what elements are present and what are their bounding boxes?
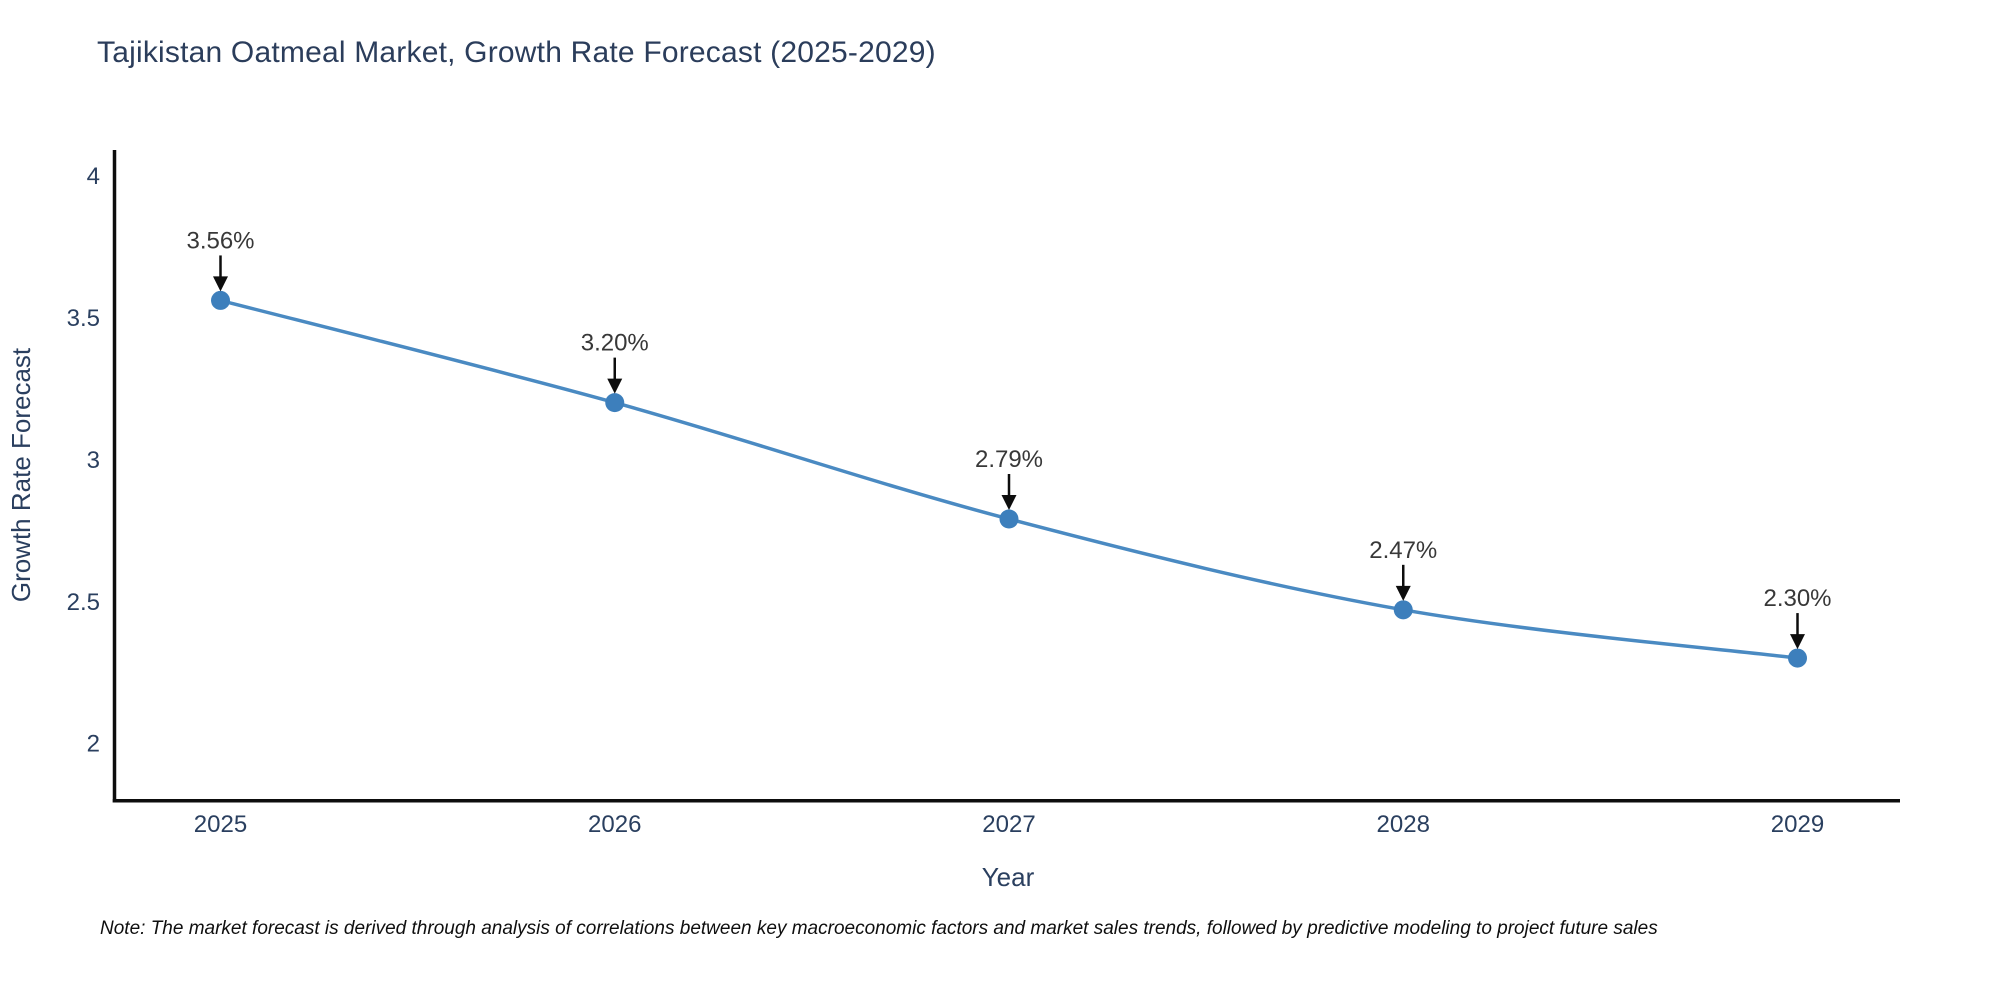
y-axis-title: Growth Rate Forecast [6, 347, 36, 602]
x-tick-label: 2025 [194, 811, 247, 838]
data-point-marker [605, 393, 625, 413]
data-point-marker [999, 509, 1019, 529]
chart-footnote: Note: The market forecast is derived thr… [100, 918, 1658, 939]
plot-layer: 4 3.5 3 2.5 2 2025 2026 2027 2028 2029 3.56% 3.20% 2… [67, 163, 1832, 838]
x-tick-label: 2029 [1771, 811, 1824, 838]
annotation-label: 3.56% [186, 227, 254, 254]
annotation-arrow-head [607, 378, 623, 394]
y-tick-label: 3.5 [67, 305, 100, 332]
x-tick-label: 2026 [588, 811, 641, 838]
x-tick-label: 2027 [982, 811, 1035, 838]
annotation-label: 2.79% [975, 446, 1043, 473]
x-tick-label: 2028 [1377, 811, 1430, 838]
annotation-arrow-head [1790, 634, 1805, 650]
annotation-label: 2.30% [1763, 585, 1831, 612]
y-tick-label: 3 [87, 447, 100, 474]
data-point-marker [1393, 600, 1413, 620]
annotation-label: 2.47% [1369, 537, 1437, 564]
x-axis-title: Year [982, 862, 1035, 892]
annotation-arrow-head [1395, 585, 1411, 601]
annotation-label: 3.20% [581, 330, 649, 357]
data-point-marker [211, 290, 230, 310]
y-tick-label: 2.5 [67, 589, 100, 616]
y-tick-label: 2 [87, 731, 100, 758]
data-point-marker [1788, 648, 1807, 668]
annotation-arrow-head [213, 276, 228, 292]
chart-title: Tajikistan Oatmeal Market, Growth Rate F… [97, 36, 936, 69]
annotation-arrow-head [1001, 494, 1017, 510]
y-tick-label: 4 [87, 163, 100, 190]
